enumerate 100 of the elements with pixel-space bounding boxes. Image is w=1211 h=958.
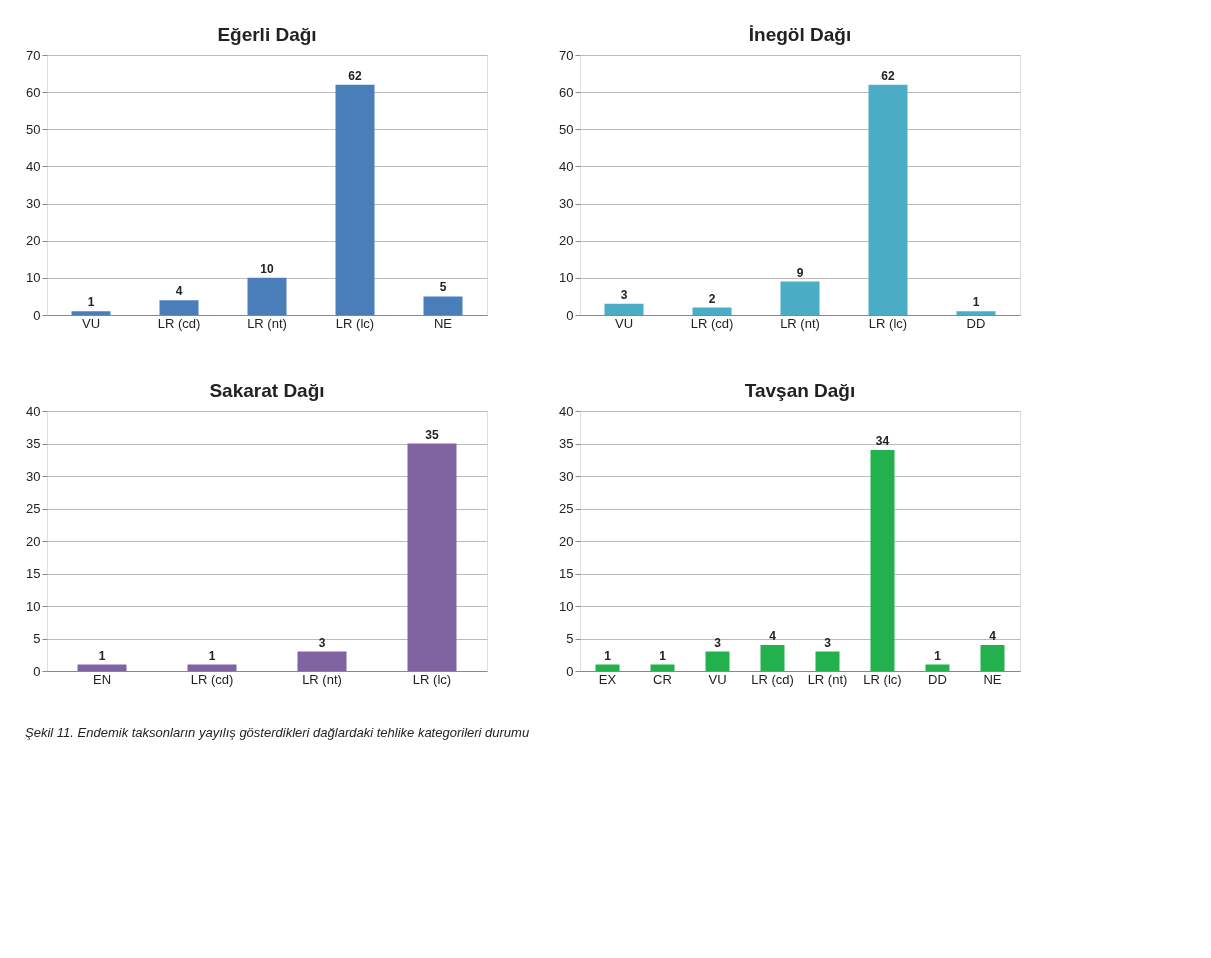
data-label: 3: [318, 635, 326, 650]
bar: [780, 281, 820, 315]
chart-title: İnegöl Dağı: [748, 24, 852, 45]
y-tick-label: 0: [566, 663, 574, 679]
x-tick-label: DD: [928, 671, 947, 687]
bar: [335, 84, 375, 315]
y-tick-label: 35: [26, 436, 41, 451]
x-tick-label: VU: [614, 315, 634, 331]
data-label: 10: [260, 261, 274, 276]
y-tick-label: 30: [26, 196, 41, 212]
data-label: 3: [824, 635, 832, 650]
y-tick-label: 20: [26, 533, 41, 549]
y-tick-label: 0: [566, 307, 574, 323]
y-tick-label: 20: [559, 533, 574, 549]
x-tick-label: NE: [433, 315, 453, 331]
data-label: 5: [439, 280, 447, 295]
data-label: 35: [425, 427, 439, 442]
data-label: 1: [208, 648, 216, 663]
bar: [980, 645, 1005, 671]
bar: [760, 645, 785, 671]
x-tick-label: LR (cd): [751, 671, 794, 687]
y-tick-label: 25: [26, 501, 41, 516]
data-label: 1: [972, 295, 980, 310]
bar: [870, 450, 895, 671]
bar: [187, 664, 237, 671]
y-tick-label: 20: [26, 233, 41, 249]
x-tick-label: DD: [966, 315, 986, 331]
y-tick-label: 0: [33, 663, 41, 679]
y-tick-label: 40: [26, 158, 41, 174]
bar: [71, 311, 111, 315]
data-label: 1: [934, 648, 942, 663]
x-tick-label: LR (nt): [302, 671, 342, 687]
data-label: 1: [87, 295, 95, 310]
y-tick-label: 30: [559, 196, 574, 212]
bar: [77, 664, 127, 671]
y-tick-label: 0: [33, 307, 41, 323]
x-tick-label: LR (lc): [863, 671, 902, 687]
chart-title: Eğerli Dağı: [217, 24, 317, 45]
x-tick-label: LR (cd): [190, 671, 234, 687]
y-tick-label: 10: [26, 270, 41, 286]
y-tick-label: 50: [26, 121, 41, 137]
x-tick-label: VU: [708, 671, 727, 687]
data-label: 1: [98, 648, 106, 663]
y-tick-label: 25: [559, 501, 574, 516]
data-label: 4: [769, 629, 777, 643]
data-label: 1: [604, 648, 612, 663]
bar: [705, 651, 730, 671]
x-tick-label: LR (nt): [247, 315, 287, 331]
data-label: 62: [881, 68, 895, 83]
y-tick-label: 60: [559, 84, 574, 100]
y-tick-label: 5: [566, 631, 574, 646]
bar: [868, 84, 908, 315]
y-tick-label: 70: [26, 47, 41, 63]
y-tick-label: 10: [559, 270, 574, 286]
y-tick-label: 10: [26, 598, 41, 614]
y-tick-label: 40: [559, 158, 574, 174]
data-label: 62: [348, 68, 362, 83]
data-label: 3: [620, 287, 628, 302]
bar: [159, 300, 199, 315]
y-tick-label: 15: [559, 566, 574, 581]
data-label: 34: [875, 434, 890, 448]
bar: [604, 303, 644, 315]
x-tick-label: CR: [653, 671, 672, 687]
chart-title: Sakarat Dağı: [209, 380, 325, 401]
y-tick-label: 30: [559, 468, 574, 484]
x-tick-label: LR (cd): [690, 315, 734, 331]
text: Şekil 11. Endemik taksonların yayılış gösterdikleri dağlardaki tehlike kategorileri durumu: [25, 724, 530, 740]
x-tick-label: LR (cd): [157, 315, 201, 331]
bar: [650, 664, 675, 671]
y-tick-label: 15: [26, 566, 41, 581]
bar: [815, 651, 840, 671]
bar: [692, 307, 732, 315]
x-tick-label: LR (lc): [335, 315, 375, 331]
x-tick-label: EX: [598, 671, 617, 687]
x-tick-label: LR (lc): [868, 315, 908, 331]
y-tick-label: 20: [559, 233, 574, 249]
data-label: 1: [659, 648, 667, 663]
chart-title: Tavşan Dağı: [744, 380, 856, 401]
y-tick-label: 70: [559, 47, 574, 63]
y-tick-label: 40: [559, 403, 574, 419]
bar: [925, 664, 950, 671]
data-label: 4: [989, 629, 997, 643]
x-tick-label: LR (lc): [412, 671, 452, 687]
x-tick-label: LR (nt): [807, 671, 848, 687]
data-label: 3: [714, 635, 722, 650]
y-tick-label: 5: [33, 631, 41, 646]
data-label: 4: [175, 284, 183, 299]
bar: [407, 443, 457, 671]
y-tick-label: 30: [26, 468, 41, 484]
data-label: 2: [708, 291, 716, 306]
bar: [297, 651, 347, 671]
y-tick-label: 35: [559, 436, 574, 451]
x-tick-label: EN: [92, 671, 112, 687]
y-tick-label: 40: [26, 403, 41, 419]
x-tick-label: VU: [81, 315, 101, 331]
bar: [247, 277, 287, 315]
y-tick-label: 50: [559, 121, 574, 137]
y-tick-label: 60: [26, 84, 41, 100]
bar: [423, 296, 463, 315]
bar: [956, 311, 996, 315]
